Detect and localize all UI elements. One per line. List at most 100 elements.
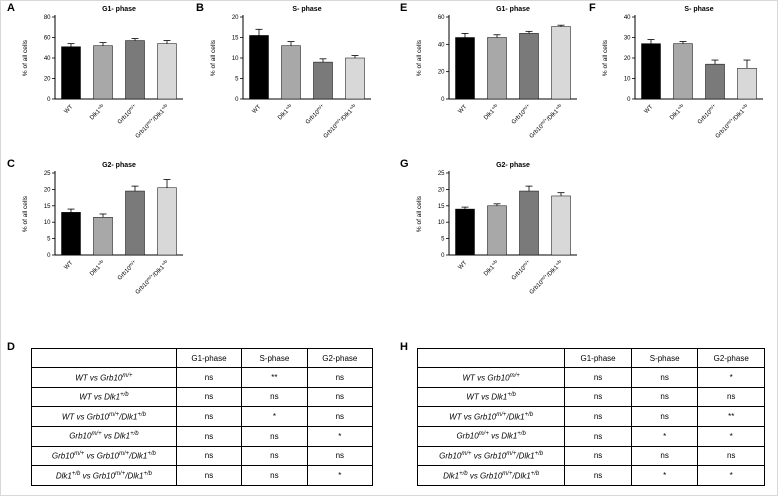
x-tick-label: Grb10m/+ <box>696 103 719 126</box>
x-tick-label: Grb10m/+/Dlk1+/b <box>713 102 750 139</box>
significance-cell: * <box>697 367 765 388</box>
chart-title: S- phase <box>292 6 321 13</box>
table-header-row: G1-phase S-phase G2-phase <box>416 348 765 368</box>
y-tick-label: 20 <box>44 187 51 193</box>
bar <box>249 35 269 100</box>
bar-chart-svg: G2- phase 0 5 10 15 20 25 % of all cells WT Dlk1+… <box>416 162 577 296</box>
bar <box>641 43 661 100</box>
panel-letter-c: C <box>7 158 15 170</box>
bar <box>93 45 113 100</box>
x-tick-label: Dlk1+/b <box>482 258 501 277</box>
y-tick-label: 40 <box>624 15 631 21</box>
table-header-g1-phase: G1-phase <box>564 348 632 368</box>
y-axis-label: % of all cells <box>416 195 423 232</box>
table-header-s-phase: S-phase <box>241 348 308 368</box>
y-axis-label: % of all cells <box>602 39 609 76</box>
panel-letter-g: G <box>400 158 409 170</box>
comparison-label: Grb10m/+ vs Dlk1+/b <box>416 425 566 447</box>
x-tick-label: Grb10m/+/Dlk1+/b <box>527 258 564 295</box>
significance-cell: ns <box>564 425 632 447</box>
table-row: WT vs Grb10m/+/Dlk1+/b ns ns ** <box>416 406 765 427</box>
y-tick-label: 0 <box>235 97 239 103</box>
x-tick-label: WT <box>64 260 75 271</box>
x-tick-label: Grb10m/+/Dlk1+/b <box>133 258 170 295</box>
y-axis-label: % of all cells <box>416 39 423 76</box>
table-row: Grb10m/+ vs Grb10m/+/Dlk1+/b ns ns ns <box>416 445 765 467</box>
y-tick-label: 0 <box>441 253 445 259</box>
table-header-g1-phase: G1-phase <box>175 348 243 368</box>
x-tick-label: Dlk1+/b <box>668 102 687 121</box>
y-tick-label: 10 <box>624 77 631 83</box>
panel-letter-d: D <box>7 341 15 353</box>
panel-letter-h: H <box>400 341 408 353</box>
panel-letter-a: A <box>7 2 15 14</box>
x-tick-label: Grb10m/+ <box>116 259 139 282</box>
y-tick-label: 10 <box>44 220 51 226</box>
significance-cell: ns <box>306 367 374 388</box>
bar <box>487 37 507 100</box>
x-tick-label: Grb10m/+ <box>510 259 533 282</box>
bar-chart-svg: S- phase 0 5 10 15 20 % of all cells WT Dlk1+/b G… <box>210 6 371 140</box>
y-tick-label: 0 <box>47 97 51 103</box>
y-tick-label: 60 <box>44 36 51 42</box>
bar <box>551 26 571 100</box>
chart-title: G1- phase <box>102 6 136 13</box>
table-row: Grb10m/+ vs Dlk1+/b ns ns * <box>31 425 374 447</box>
chart-title: G2- phase <box>496 162 530 169</box>
significance-cell: ns <box>175 406 243 427</box>
chart-title: G2- phase <box>102 162 136 169</box>
y-tick-label: 80 <box>44 15 51 21</box>
bar <box>519 190 539 256</box>
significance-table-h: G1-phase S-phase G2-phase WT vs Grb10m/+ ns n… <box>416 348 765 486</box>
x-tick-label: WT <box>458 260 469 271</box>
table-row: WT vs Grb10m/+ ns ns * <box>416 367 765 388</box>
x-tick-label: WT <box>64 104 75 115</box>
bar <box>281 45 301 100</box>
table-corner-cell <box>416 348 566 368</box>
table-row: WT vs Dlk1+/b ns ns ns <box>31 386 374 408</box>
x-tick-label: WT <box>644 104 655 115</box>
significance-cell: ns <box>175 367 243 388</box>
bar <box>487 205 507 256</box>
significance-cell: ns <box>564 406 632 427</box>
significance-cell: * <box>630 465 699 486</box>
table-row: Dlk1+/b vs Grb10m/+/Dlk1+/b ns * * <box>416 465 765 486</box>
bar <box>157 187 177 256</box>
x-tick-label: Grb10m/+ <box>116 103 139 126</box>
table-row: WT vs Grb10m/+/Dlk1+/b ns * ns <box>31 406 374 427</box>
bar <box>705 63 725 100</box>
comparison-label: Grb10m/+ vs Grb10m/+/Dlk1+/b <box>416 445 566 467</box>
significance-cell: ns <box>630 406 699 427</box>
significance-cell: * <box>306 425 374 447</box>
x-tick-label: WT <box>252 104 263 115</box>
y-tick-label: 30 <box>624 36 631 42</box>
x-tick-label: Grb10m/+/Dlk1+/b <box>527 102 564 139</box>
bar <box>125 190 145 256</box>
significance-cell: ns <box>175 465 243 486</box>
significance-cell: * <box>697 425 765 447</box>
significance-cell: ns <box>241 465 308 486</box>
y-axis-label: % of all cells <box>210 39 217 76</box>
y-tick-label: 60 <box>438 15 445 21</box>
bar <box>345 57 365 100</box>
table-header-g2-phase: G2-phase <box>306 348 374 368</box>
comparison-label: WT vs Dlk1+/b <box>416 386 566 408</box>
chart-panel-g1-phase-e: G1- phase 0 20 40 60 % of all cells WT Dlk1+/b G… <box>411 1 591 159</box>
significance-cell: ns <box>306 386 374 408</box>
significance-cell: * <box>697 465 765 486</box>
chart-panel-g2-phase-c: G2- phase 0 5 10 15 20 25 % of all cells WT Dlk1+… <box>17 157 197 315</box>
bar <box>125 40 145 100</box>
bar <box>313 61 333 100</box>
x-tick-label: Grb10m/+/Dlk1+/b <box>321 102 358 139</box>
x-tick-label: Grb10m/+/Dlk1+/b <box>133 102 170 139</box>
x-tick-label: Dlk1+/b <box>482 102 501 121</box>
bar-chart-svg: G1- phase 0 20 40 60 % of all cells WT Dlk1+/b G… <box>416 6 577 140</box>
chart-panel-g1-phase-a: G1- phase 0 20 40 60 80 % of all cells WT Dlk1+/… <box>17 1 197 159</box>
table-row: Dlk1+/b vs Grb10m/+/Dlk1+/b ns ns * <box>31 465 374 486</box>
bar <box>551 195 571 256</box>
significance-cell: ns <box>697 445 765 467</box>
bar <box>455 37 475 100</box>
significance-cell: ns <box>241 445 308 467</box>
significance-cell: ns <box>630 367 699 388</box>
